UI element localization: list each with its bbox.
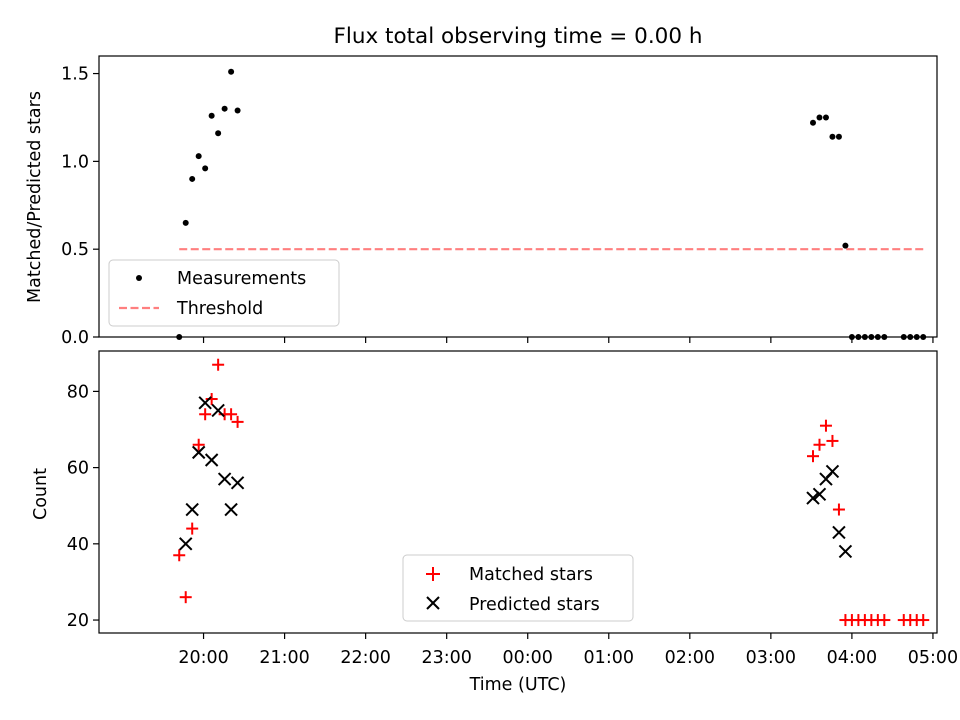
bottom-x-tick-label: 01:00: [584, 648, 634, 668]
top-y-tick-label: 1.5: [61, 65, 89, 85]
measurement-point: [868, 334, 875, 340]
measurement-point: [215, 130, 222, 137]
bottom-axes-frame: [98, 350, 938, 634]
predicted-stars-point: [185, 502, 199, 517]
measurement-point: [874, 334, 881, 340]
top-y-tick-label: 0.0: [61, 328, 89, 348]
measurement-point: [810, 119, 817, 126]
bottom-x-tick-label: 20:00: [178, 648, 228, 668]
measurement-point: [907, 334, 914, 340]
measurement-point: [861, 334, 868, 340]
matched-stars-point: [826, 434, 839, 447]
measurement-point: [829, 133, 836, 140]
matched-stars-point: [225, 408, 238, 421]
measurement-point: [189, 175, 196, 182]
bottom-x-tick-label: 21:00: [259, 648, 309, 668]
predicted-stars-point: [179, 537, 193, 551]
matched-stars-point: [192, 438, 205, 451]
top-legend-frame: [108, 259, 340, 327]
bottom-y-tick-label: 40: [67, 535, 89, 555]
predicted-stars-point: [191, 445, 206, 460]
predicted-stars-point: [224, 502, 238, 517]
bottom-x-tick-label: 03:00: [746, 648, 796, 668]
matched-stars-point: [231, 415, 244, 428]
top-y-axis-label: Matched/Predicted stars: [25, 91, 45, 303]
predicted-stars-point: [838, 544, 853, 559]
measurement-point: [176, 334, 183, 340]
legend-predicted-label: Predicted stars: [469, 595, 600, 615]
top-plot-area: 0.0 0.5 1.0 1.5: [61, 55, 938, 348]
legend-measurements-marker: [136, 275, 142, 281]
legend-matched-label: Matched stars: [469, 565, 593, 585]
matched-stars-point: [819, 419, 832, 432]
measurement-point: [202, 165, 209, 172]
top-legend: Measurements Threshold: [108, 259, 340, 327]
legend-predicted-marker: [426, 596, 440, 610]
matched-stars-point: [173, 549, 186, 562]
measurement-point: [182, 219, 189, 226]
measurement-point: [913, 334, 920, 340]
predicted-stars-point: [825, 464, 840, 479]
bottom-legend: Matched stars Predicted stars: [402, 554, 634, 622]
bottom-y-tick-label: 20: [67, 611, 89, 631]
bottom-y-axis-label: Count: [31, 468, 51, 520]
bottom-x-tick-label: 04:00: [827, 648, 877, 668]
matched-stars-point: [832, 503, 845, 516]
measurement-point: [816, 114, 823, 121]
predicted-stars-point: [211, 403, 225, 418]
measurement-point: [208, 112, 215, 119]
measurement-point: [835, 133, 842, 140]
bottom-y-tick-label: 80: [67, 382, 89, 402]
matched-stars-point: [179, 591, 192, 604]
matched-stars-point: [878, 614, 891, 627]
top-y-tick-label: 0.5: [61, 240, 89, 260]
measurement-point: [855, 334, 862, 340]
predicted-stars-point: [812, 487, 827, 501]
bottom-x-tick-label: 22:00: [340, 648, 390, 668]
bottom-x-tick-label: 05:00: [908, 648, 958, 668]
bottom-x-tick-label: 23:00: [421, 648, 471, 668]
bottom-plot-area: 20 40 60 80 20:00 21:00 22:00 23:00 00:00 01:00 02…: [67, 350, 958, 668]
predicted-stars-point: [806, 491, 820, 505]
measurement-point: [221, 105, 228, 112]
predicted-stars-point: [204, 453, 219, 467]
matched-stars-point: [186, 522, 199, 535]
predicted-stars-point: [832, 525, 846, 540]
measurement-point: [195, 153, 202, 160]
legend-measurements-label: Measurements: [177, 269, 306, 289]
measurement-point: [822, 114, 829, 121]
chart-title: Flux total observing time = 0.00 h: [334, 24, 703, 49]
matched-stars-point: [807, 450, 820, 463]
bottom-y-tick-label: 60: [67, 459, 89, 479]
legend-threshold-label: Threshold: [176, 299, 263, 319]
measurement-point: [900, 334, 907, 340]
top-axes-frame: [98, 55, 938, 338]
matched-stars-point: [917, 614, 930, 627]
predicted-stars-point: [198, 396, 212, 410]
x-axis-label: Time (UTC): [469, 675, 567, 695]
matched-stars-point: [813, 438, 826, 451]
legend-matched-marker: [426, 567, 440, 581]
measurement-point: [842, 242, 849, 249]
bottom-legend-frame: [402, 554, 634, 622]
predicted-stars-point: [230, 476, 245, 490]
predicted-stars-point: [217, 472, 232, 486]
bottom-x-tick-label: 00:00: [503, 648, 553, 668]
measurement-point: [881, 334, 888, 340]
measurement-point: [228, 68, 235, 75]
measurement-point: [848, 334, 855, 340]
measurement-point: [234, 107, 241, 114]
matched-stars-point: [199, 408, 212, 421]
top-y-tick-label: 1.0: [61, 152, 89, 172]
bottom-x-tick-label: 02:00: [665, 648, 715, 668]
measurement-point: [920, 334, 927, 340]
matched-stars-point: [212, 358, 225, 371]
